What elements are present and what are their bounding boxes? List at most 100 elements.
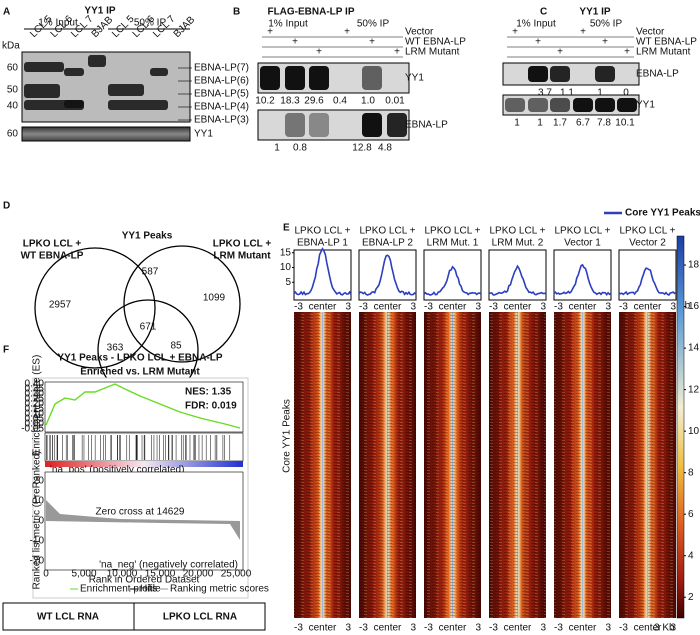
y-tick-label: 15 (280, 247, 292, 258)
colorbar-label: 6 (688, 509, 694, 520)
y-axis-label: Core YY1 Peaks (282, 399, 293, 473)
column-title: LPKO LCL + (554, 226, 610, 237)
unit-label: kDa (2, 41, 20, 52)
x-tick-label: -3 (359, 623, 368, 634)
quant-label: 4.8 (378, 143, 392, 154)
band-label: EBNA-LP(7) (194, 63, 249, 74)
set-label: LPKO LCL + (213, 239, 272, 250)
marker-label: 50 (7, 85, 19, 96)
plus-mark: + (394, 47, 400, 58)
band (88, 55, 106, 67)
es-axis-label: Enrichment score (ES) (32, 355, 43, 456)
venn-count: 671 (140, 322, 157, 333)
band (309, 66, 329, 90)
band (285, 113, 305, 137)
x-tick-label: -3 (424, 623, 433, 634)
marker-label: 60 (7, 129, 19, 140)
x-tick-label: center (309, 623, 337, 634)
quant-label: 29.6 (304, 96, 324, 107)
band (387, 113, 407, 137)
colorbar-label: 2 (688, 592, 694, 603)
blot-label: YY1 (405, 73, 424, 84)
plus-mark: + (292, 37, 298, 48)
colorbar-label: 14 (688, 343, 700, 354)
condition-label: LPKO LCL RNA (163, 612, 237, 623)
band (550, 66, 570, 82)
plus-mark: + (369, 37, 375, 48)
column-title: LPKO LCL + (294, 226, 350, 237)
x-tick: 0 (43, 569, 49, 580)
x-tick-label: center (374, 623, 402, 634)
plus-mark: + (344, 27, 350, 38)
profile-box (489, 250, 546, 300)
x-tick-label: 3 (540, 302, 546, 313)
x-tick-label: -3 (424, 302, 433, 313)
y-tick-label: 5 (285, 277, 291, 288)
quant-label: 7.8 (597, 118, 611, 129)
band (64, 100, 84, 108)
x-tick-label: center (309, 302, 337, 313)
plus-mark: + (602, 37, 608, 48)
marker-label: 40 (7, 101, 19, 112)
panel-label: E (283, 223, 290, 234)
quant-label: 1.7 (553, 118, 567, 129)
colorbar-label: 10 (688, 426, 700, 437)
quant-label: 6.7 (576, 118, 590, 129)
band-label: EBNA-LP(6) (194, 76, 249, 87)
panel-title: YY1 IP (579, 7, 610, 18)
column-title: LRM Mut. 2 (492, 238, 544, 249)
profile-box (359, 250, 416, 300)
quant-label: 0.01 (385, 96, 405, 107)
plus-mark: + (535, 37, 541, 48)
panel-label: F (3, 345, 9, 356)
quant-label: 1 (274, 143, 280, 154)
band (528, 98, 548, 112)
heatmap-texture (554, 312, 611, 618)
x-tick-label: -3 (619, 302, 628, 313)
legend-label: Ranking metric scores (170, 584, 269, 595)
lane-label: BJAB (172, 14, 198, 40)
panel-title: YY1 Peaks - LPKO LCL + EBNA-LP (57, 353, 222, 364)
panel-label: C (540, 7, 547, 18)
panel-label: D (3, 201, 10, 212)
band (550, 98, 570, 112)
y-tick-label: 10 (280, 262, 292, 273)
x-tick-label: 3 (605, 623, 611, 634)
band (260, 66, 280, 90)
band (595, 98, 615, 112)
quant-label: 1 (537, 118, 543, 129)
x-tick-label: 3 (345, 302, 351, 313)
column-title: LPKO LCL + (619, 226, 675, 237)
x-tick-label: center (504, 623, 532, 634)
blot-label: EBNA-LP (636, 69, 679, 80)
venn-count: 85 (170, 341, 182, 352)
venn-count: 2957 (49, 300, 72, 311)
blot (258, 63, 409, 93)
quant-label: 12.8 (352, 143, 372, 154)
heatmap-texture (489, 312, 546, 618)
plus-mark: + (316, 47, 322, 58)
band-label: YY1 (194, 129, 213, 140)
band (64, 68, 84, 76)
x-tick-label: center (569, 302, 597, 313)
blot-label: YY1 (636, 100, 655, 111)
x-tick-label: -3 (554, 623, 563, 634)
heatmap-texture (359, 312, 416, 618)
x-tick-label: 3 (410, 302, 416, 313)
band (573, 98, 593, 112)
x-tick-label: 3 (345, 623, 351, 634)
band (595, 66, 615, 82)
panel-label: A (3, 7, 10, 18)
blot-label: EBNA-LP (405, 120, 448, 131)
x-tick: 25,000 (221, 569, 252, 580)
marker-label: 60 (7, 63, 19, 74)
column-title: EBNA-LP 2 (362, 238, 413, 249)
set-label: LPKO LCL + (23, 239, 82, 250)
panel-title: Enriched vs. LRM Mutant (80, 367, 200, 378)
band-label: EBNA-LP(3) (194, 115, 249, 126)
colorbar-label: 18 (688, 260, 700, 271)
quant-label: 10.1 (615, 118, 635, 129)
profile-box (294, 250, 351, 300)
heatmap-texture (619, 312, 676, 618)
set-label: LRM Mutant (213, 251, 271, 262)
